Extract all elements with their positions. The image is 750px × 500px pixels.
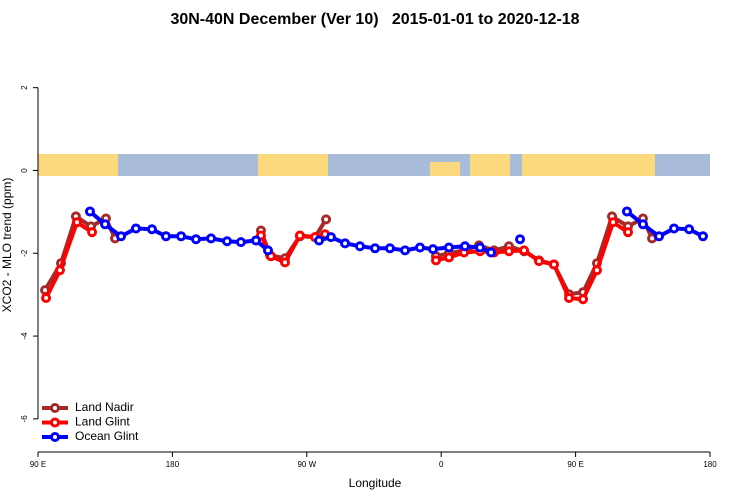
data-point: [251, 235, 262, 246]
data-point: [160, 231, 171, 242]
legend-label: Land Nadir: [75, 400, 134, 414]
data-point: [564, 292, 575, 303]
data-point: [623, 227, 634, 238]
data-point: [591, 265, 602, 276]
data-point: [486, 247, 497, 258]
data-point: [430, 255, 441, 266]
data-point: [84, 206, 95, 217]
data-point: [414, 242, 425, 253]
x-tick-label: 90 E: [567, 460, 583, 469]
data-point: [314, 235, 325, 246]
x-tick-label: 90 E: [30, 460, 46, 469]
y-tick-label: 0: [20, 168, 29, 173]
data-point: [190, 234, 201, 245]
y-tick-label: -4: [20, 332, 29, 340]
x-tick-label: 180: [166, 460, 180, 469]
y-tick-label: -2: [20, 249, 29, 257]
data-point: [262, 245, 273, 256]
data-point: [100, 219, 111, 230]
data-point: [354, 241, 365, 252]
data-point: [637, 219, 648, 230]
legend-marker: [50, 403, 60, 413]
data-point: [519, 245, 530, 256]
chart-title: 30N-40N December (Ver 10) 2015-01-01 to …: [170, 11, 579, 28]
map-band: [38, 154, 710, 176]
data-point: [87, 227, 98, 238]
data-point: [146, 224, 157, 235]
data-point: [697, 231, 708, 242]
data-point: [578, 294, 589, 305]
data-point: [294, 230, 305, 241]
data-point: [654, 231, 665, 242]
data-point: [475, 242, 486, 253]
legend-label: Ocean Glint: [75, 429, 139, 443]
legend-label: Land Glint: [75, 415, 130, 429]
y-axis-title: XCO2 - MLO trend (ppm): [0, 178, 14, 313]
data-point: [684, 224, 695, 235]
data-point: [503, 246, 514, 257]
data-point: [427, 244, 438, 255]
data-point: [54, 265, 65, 276]
data-point: [222, 236, 233, 247]
data-point: [515, 234, 526, 245]
data-point: [548, 259, 559, 270]
legend-marker: [50, 432, 60, 442]
data-point: [71, 217, 82, 228]
data-point: [235, 237, 246, 248]
data-point: [384, 243, 395, 254]
legend-marker: [50, 417, 60, 428]
data-point: [400, 245, 411, 256]
data-point: [443, 252, 454, 263]
data-point: [321, 214, 332, 225]
data-point: [279, 257, 290, 268]
x-tick-label: 90 W: [297, 460, 316, 469]
data-point: [621, 206, 632, 217]
data-point: [116, 231, 127, 242]
data-point: [669, 223, 680, 234]
data-point: [459, 241, 470, 252]
data-point: [340, 238, 351, 249]
data-point: [370, 243, 381, 254]
data-point: [41, 292, 52, 303]
x-tick-label: 180: [703, 460, 717, 469]
data-point: [443, 242, 454, 253]
data-point: [608, 217, 619, 228]
y-tick-label: -6: [20, 415, 29, 423]
data-point: [534, 256, 545, 267]
y-tick-label: 2: [20, 85, 29, 90]
data-point: [325, 232, 336, 243]
data-point: [176, 231, 187, 242]
data-point: [130, 223, 141, 234]
data-point: [206, 233, 217, 244]
x-tick-label: 0: [439, 460, 444, 469]
x-axis-title: Longitude: [349, 476, 402, 490]
